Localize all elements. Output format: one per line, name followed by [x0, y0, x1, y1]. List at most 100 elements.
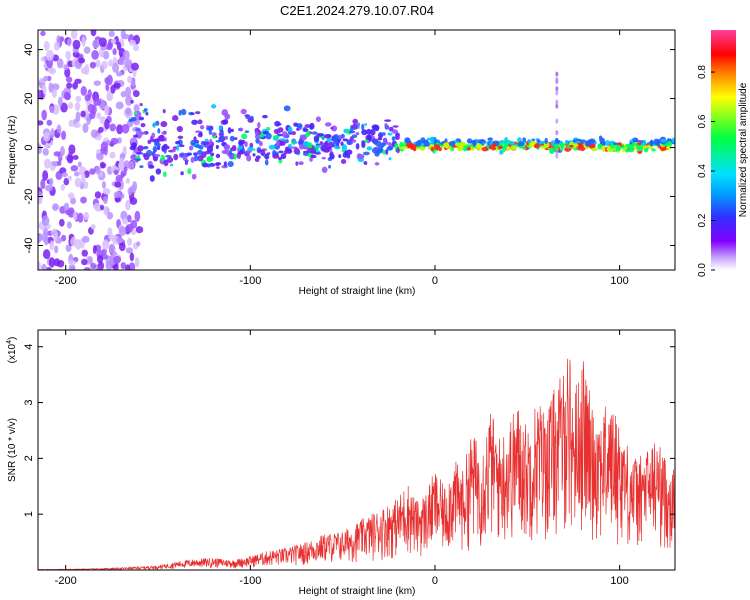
- spectrogram-blob: [139, 165, 144, 169]
- spectrogram-blob: [304, 124, 311, 128]
- spectrogram-blob: [81, 258, 88, 266]
- spectrogram-blob: [49, 240, 55, 251]
- spectrogram-y-axis: -40 -20 0 20 40: [23, 43, 675, 253]
- spectrogram-blob: [442, 142, 450, 148]
- spectrogram-blob: [636, 144, 640, 151]
- spectrogram-blob: [143, 108, 148, 112]
- spectrogram-blob: [153, 149, 157, 153]
- spectrogram-blob: [129, 39, 136, 47]
- spectrogram-blob: [48, 177, 54, 186]
- spectrogram-blob: [499, 149, 504, 155]
- snr-y-label: SNR (10 * v/v): [7, 418, 18, 482]
- colorbar-tick-label: 0.2: [697, 213, 708, 227]
- spectrogram-blob: [94, 191, 102, 199]
- spectrogram-blob: [671, 137, 675, 143]
- spectrogram-blob: [42, 170, 49, 181]
- spectrogram-blob: [287, 126, 293, 133]
- spectrogram-blob: [119, 157, 125, 169]
- spectrogram-blob: [56, 35, 62, 44]
- spectrogram-blob: [621, 145, 625, 149]
- spectrogram-blob: [149, 175, 155, 182]
- spectrogram-blob: [113, 169, 119, 176]
- spectrogram-blob: [554, 137, 559, 143]
- spectrogram-blob: [254, 157, 260, 163]
- spectrogram-blob: [193, 155, 199, 162]
- spectrogram-blob: [125, 264, 131, 270]
- spectrogram-blob: [315, 116, 321, 122]
- spectrogram-blob: [53, 258, 61, 267]
- spectrogram-blob: [60, 183, 65, 191]
- y-tick-label: 40: [23, 43, 35, 55]
- spectrogram-blob: [548, 147, 555, 155]
- spectrogram-blob: [384, 119, 392, 122]
- spectrogram-blob: [363, 161, 368, 165]
- spectrogram-blob: [190, 112, 195, 115]
- spectrogram-blob: [651, 148, 656, 152]
- spectrogram-blob: [81, 249, 88, 257]
- spectrogram-blob: [125, 95, 133, 106]
- spectrogram-blob: [612, 142, 618, 146]
- spectrogram-blob: [130, 154, 137, 161]
- spectrogram-blob: [564, 139, 569, 146]
- spectrogram-blob: [488, 145, 492, 150]
- spectrogram-blob: [77, 212, 84, 223]
- spectrogram-blob: [176, 144, 180, 151]
- spectrogram-blob: [140, 123, 146, 128]
- spectrogram-blob: [38, 89, 42, 100]
- spectrogram-blob: [47, 75, 52, 82]
- spectrogram-x-axis: -200 -100 0 100: [55, 30, 629, 287]
- spectrogram-blob: [72, 39, 81, 50]
- spectrogram-blob: [59, 146, 66, 157]
- spectrogram-blob: [81, 235, 90, 243]
- spectrogram-blob: [113, 82, 121, 88]
- spectrogram-blob: [197, 119, 203, 125]
- spectrogram-blob: [409, 142, 414, 149]
- spectrogram-blob: [41, 84, 47, 95]
- x-tick-label: 100: [610, 575, 628, 587]
- spectrogram-blob: [361, 129, 368, 136]
- spectrogram-blob: [215, 144, 219, 150]
- spectrogram-blob: [130, 137, 137, 144]
- spectrogram-blob: [51, 203, 59, 211]
- spectrogram-blob: [438, 147, 442, 152]
- spectrogram-blob: [555, 90, 559, 96]
- spectrogram-blob: [38, 144, 42, 155]
- spectrogram-blob: [160, 154, 166, 162]
- spectrogram-blob: [86, 115, 91, 125]
- spectrogram-blob: [116, 237, 124, 244]
- spectrogram-blob: [108, 59, 114, 67]
- spectrogram-blob: [162, 108, 166, 114]
- spectrogram-blob: [274, 120, 281, 127]
- spectrogram-blob: [507, 145, 511, 151]
- spectrogram-blob: [66, 221, 72, 229]
- spectrogram-blob: [100, 204, 105, 211]
- spectrogram-blob: [401, 146, 408, 149]
- spectrogram-blob: [101, 60, 108, 70]
- spectrogram-blob: [82, 122, 89, 133]
- spectrogram-blob: [191, 173, 197, 180]
- spectrogram-blob: [232, 145, 237, 150]
- spectrogram-blob: [116, 41, 122, 51]
- spectrogram-blob: [218, 125, 223, 131]
- spectrogram-blob: [90, 224, 96, 230]
- spectrogram-blob: [155, 120, 160, 126]
- spectrogram-blob: [391, 136, 396, 142]
- spectrogram-blob: [59, 36, 65, 42]
- spectrogram-blob: [333, 145, 341, 150]
- spectrogram-blob: [63, 91, 71, 101]
- spectrogram-blob: [291, 131, 297, 136]
- spectrogram-blob: [157, 128, 161, 134]
- spectrogram-blob: [283, 105, 291, 112]
- colorbar-tick-label: 0.4: [697, 164, 708, 178]
- spectrogram-blob: [355, 131, 360, 136]
- spectrogram-blob: [130, 116, 137, 122]
- spectrogram-blob: [597, 143, 603, 150]
- spectrogram-blob: [229, 135, 235, 142]
- spectrogram-blob: [429, 144, 435, 147]
- spectrogram-blob: [74, 177, 82, 188]
- spectrogram-blob: [87, 89, 92, 99]
- spectrogram-x-label: Height of straight line (km): [299, 286, 416, 297]
- spectrogram-blob: [179, 153, 185, 157]
